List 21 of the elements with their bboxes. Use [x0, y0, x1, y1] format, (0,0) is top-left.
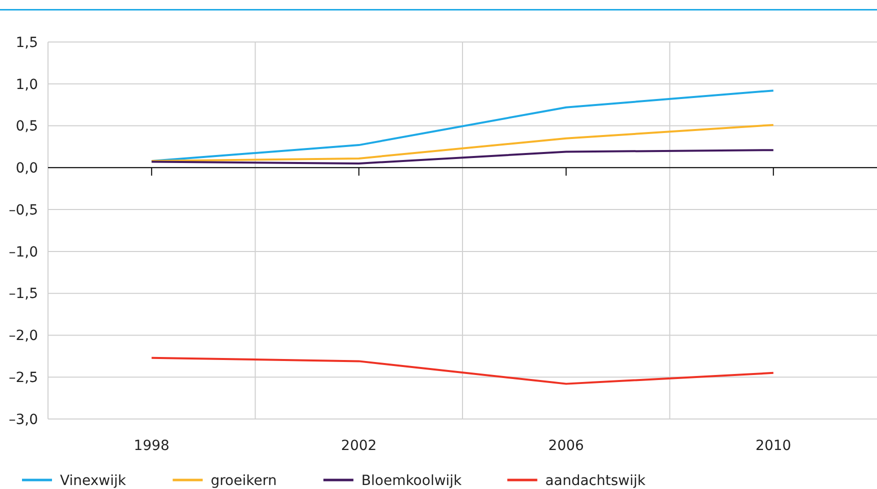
y-tick-label: –2,5 [8, 370, 38, 386]
line-series [150, 149, 774, 164]
legend-label: Bloemkoolwijk [361, 472, 463, 489]
y-tick-label: 1,0 [16, 76, 38, 93]
y-tick-label: –1,0 [8, 244, 38, 260]
line-series [150, 124, 774, 162]
legend-label: Vinexwijk [60, 472, 127, 489]
x-tick-label: 1998 [134, 438, 170, 454]
x-tick-label: 2010 [756, 438, 792, 454]
legend-label: aandachtswijk [545, 472, 646, 489]
y-tick-label: –3,0 [8, 412, 38, 428]
y-tick-label: –1,5 [8, 286, 38, 302]
x-tick-label: 2006 [548, 438, 584, 454]
y-tick-label: –2,0 [8, 328, 38, 344]
y-tick-label: 0,5 [16, 118, 38, 135]
y-tick-label: –0,5 [8, 202, 38, 218]
x-tick-label: 2002 [341, 438, 377, 454]
line-series [150, 356, 774, 385]
y-tick-label: 0,0 [16, 160, 38, 177]
legend-label: groeikern [210, 472, 277, 489]
y-tick-label: 1,5 [16, 34, 38, 51]
